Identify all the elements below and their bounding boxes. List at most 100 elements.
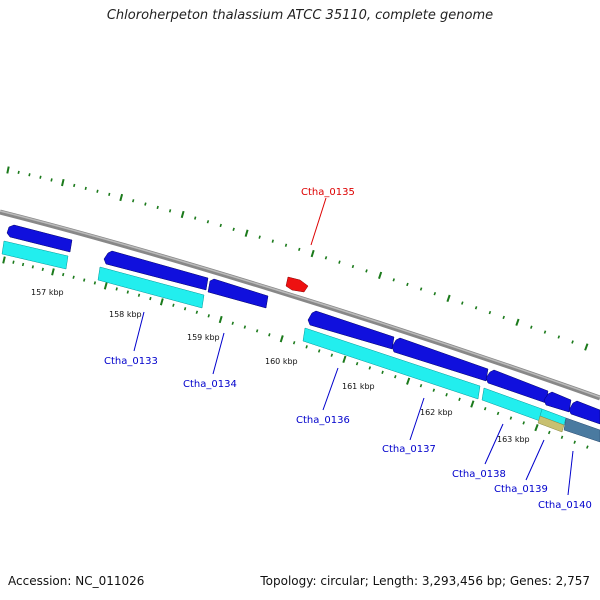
tick-mark: [502, 315, 505, 320]
tick-mark: [83, 278, 86, 282]
tick-mark: [284, 243, 288, 247]
gene-label-ctha-0134[interactable]: Ctha_0134: [183, 379, 237, 390]
gene-label-ctha-0137[interactable]: Ctha_0137: [382, 444, 436, 455]
genome-summary-text: Topology: circular; Length: 3,293,456 bp…: [260, 574, 590, 588]
gene-bar-ctha-0133[interactable]: [97, 266, 205, 309]
tick-mark: [108, 192, 111, 196]
tick-mark: [17, 170, 20, 174]
tick-mark: [419, 383, 423, 388]
leader-ctha-0134: [212, 332, 225, 375]
cds-arrow-ctha-0134[interactable]: [207, 278, 269, 309]
tick-mark: [406, 377, 411, 385]
tick-mark: [378, 271, 383, 280]
tick-mark: [21, 262, 25, 267]
leader-ctha-0133: [133, 311, 145, 352]
cds-arrow-ctha-0135[interactable]: [285, 276, 309, 293]
tick-mark: [28, 173, 31, 177]
tick-mark: [103, 282, 108, 290]
tick-mark: [62, 272, 65, 277]
tick-mark: [324, 256, 328, 260]
rna-gene-bar[interactable]: [537, 415, 565, 433]
tick-mark: [194, 216, 197, 220]
leader-ctha-0139: [525, 439, 545, 481]
tick-mark: [292, 341, 296, 345]
cds-arrow-ctha-0140[interactable]: [568, 400, 600, 425]
tick-mark: [547, 430, 551, 435]
tick-mark: [271, 239, 274, 243]
tick-mark: [571, 340, 574, 344]
tick-mark: [159, 298, 164, 306]
tick-mark: [446, 294, 451, 303]
leader-ctha-0135: [310, 197, 327, 246]
tick-mark: [330, 353, 334, 357]
tick-mark: [298, 247, 301, 252]
genome-backbone-highlight: [0, 210, 600, 398]
tick-mark: [61, 178, 65, 187]
tick-mark: [6, 166, 10, 174]
outer-tick-row: [6, 166, 589, 351]
tick-mark: [144, 202, 147, 206]
gene-label-ctha-0138[interactable]: Ctha_0138: [452, 469, 506, 480]
tick-mark: [368, 366, 372, 370]
tick-mark: [406, 282, 409, 287]
tick-mark: [419, 287, 423, 291]
tick-mark: [342, 355, 347, 364]
tick-mark: [433, 291, 437, 296]
tick-mark: [168, 209, 172, 213]
cds-arrow-ctha-0133[interactable]: [103, 250, 209, 291]
gene-label-ctha-0133[interactable]: Ctha_0133: [104, 356, 158, 367]
gene-label-ctha-0136[interactable]: Ctha_0136: [296, 415, 350, 426]
cds-arrow-ctha-0137[interactable]: [391, 337, 489, 382]
kbp-label: 161 kbp: [342, 382, 375, 391]
kbp-label: 158 kbp: [109, 310, 142, 319]
tick-mark: [119, 193, 124, 202]
gene-label-ctha-0135[interactable]: Ctha_0135: [301, 187, 355, 198]
tick-mark: [470, 400, 475, 408]
tick-mark: [483, 407, 487, 411]
tick-mark: [255, 329, 259, 333]
gene-bar[interactable]: [1, 240, 69, 270]
tick-mark: [488, 310, 492, 315]
other-gene-bar-ctha-0140[interactable]: [563, 417, 600, 443]
tick-mark: [84, 186, 87, 190]
tick-mark: [232, 227, 235, 231]
tick-mark: [522, 421, 525, 425]
genome-title: Chloroherpeton thalassium ATCC 35110, co…: [106, 8, 494, 23]
tick-mark: [573, 440, 576, 444]
tick-mark: [351, 264, 355, 269]
leader-ctha-0136: [322, 367, 339, 411]
gene-label-ctha-0140[interactable]: Ctha_0140: [538, 500, 592, 511]
tick-mark: [530, 325, 533, 329]
tick-mark: [156, 205, 159, 210]
tick-mark: [515, 318, 520, 326]
leader-ctha-0140: [567, 450, 574, 496]
kbp-label: 163 kbp: [497, 435, 530, 444]
forward-cds-track: [6, 224, 600, 425]
tick-mark: [560, 435, 564, 439]
kbp-label: 159 kbp: [187, 333, 220, 342]
tick-mark: [394, 375, 397, 379]
label-leaders: [133, 197, 574, 496]
gene-label-ctha-0139[interactable]: Ctha_0139: [494, 484, 548, 495]
tick-mark: [586, 445, 589, 449]
leader-ctha-0138: [484, 423, 504, 465]
gene-track: [1, 240, 600, 443]
gene-bar-ctha-0136[interactable]: [302, 327, 481, 400]
tick-mark: [115, 287, 118, 291]
tick-mark: [461, 301, 464, 305]
gene-labels: Ctha_0133 Ctha_0134 Ctha_0135 Ctha_0136 …: [104, 187, 592, 511]
tick-mark: [39, 175, 42, 179]
cds-arrow-ctha-0139[interactable]: [543, 391, 572, 413]
tick-mark: [509, 416, 513, 420]
tick-mark: [543, 330, 547, 334]
tick-mark: [534, 424, 539, 432]
tick-mark: [73, 183, 76, 188]
tick-mark: [72, 275, 75, 279]
kbp-labels: 157 kbp 158 kbp 159 kbp 160 kbp 161 kbp …: [31, 288, 530, 444]
tick-mark: [31, 265, 34, 269]
cds-arrow[interactable]: [6, 224, 73, 253]
cds-arrow-ctha-0136[interactable]: [307, 310, 395, 350]
tick-mark: [258, 235, 261, 239]
tick-mark: [244, 229, 249, 237]
